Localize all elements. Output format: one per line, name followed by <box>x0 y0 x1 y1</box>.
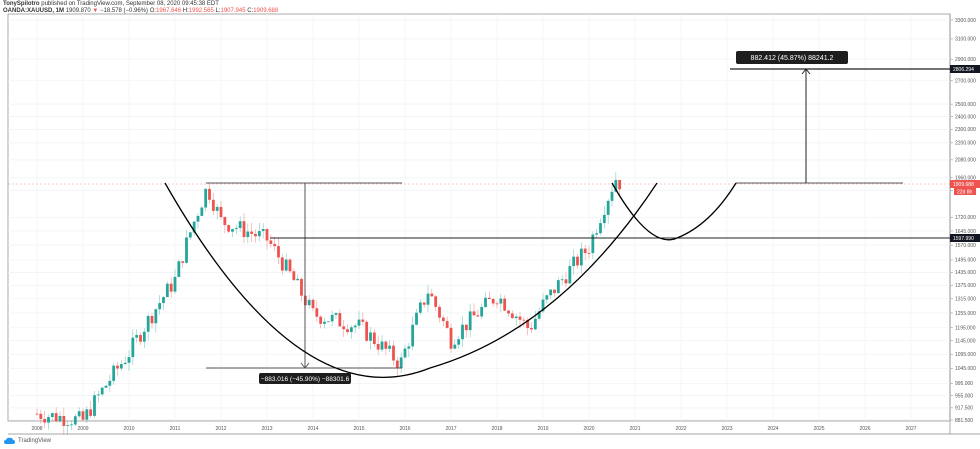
time-tick-label: 2017 <box>445 426 456 432</box>
cup-arc <box>164 182 658 378</box>
price-tick-label: 1195.000 <box>955 326 976 332</box>
price-tick-label: 881.500 <box>955 418 973 424</box>
high-label: H: <box>182 8 189 14</box>
down-arrow-icon: ▼ <box>92 8 99 14</box>
time-tick-label: 2010 <box>123 426 134 432</box>
low-label: L: <box>215 8 221 14</box>
price-tick-label: 1145.000 <box>955 339 976 345</box>
price-tick-label: 2080.000 <box>955 158 976 164</box>
arrow-down-icon <box>300 362 310 369</box>
symbol-label: OANDA:XAUUSD, 1M <box>3 8 65 14</box>
price-tick-label: 3300.000 <box>955 18 976 24</box>
open-label: O: <box>149 8 157 14</box>
price-tick-label: 2700.000 <box>955 79 976 85</box>
lower-measure-label: −883.016 (−45.90%) −88301.6 <box>261 376 350 383</box>
close-value: 1909.688 <box>253 8 279 14</box>
price-tick-label: 1960.000 <box>955 176 976 182</box>
svg-text:1597.990: 1597.990 <box>953 236 974 242</box>
svg-text:22d 8h: 22d 8h <box>957 190 973 196</box>
price-tick-label: 2400.000 <box>955 114 976 120</box>
tradingview-brand[interactable]: TradingView <box>4 437 51 444</box>
price-tick-label: 1255.000 <box>955 311 976 317</box>
price-tick-label: 1435.000 <box>955 270 976 276</box>
price-tick-label: 1315.000 <box>955 297 976 303</box>
price-tick-label: 2200.000 <box>955 141 976 147</box>
price-tick-label: 1495.000 <box>955 258 976 264</box>
price-tick-label: 955.000 <box>955 394 973 400</box>
time-tick-label: 2025 <box>813 426 824 432</box>
current-price-tag <box>950 180 980 188</box>
time-tick-label: 2011 <box>170 426 181 432</box>
price-tick-label: 2900.000 <box>955 57 976 63</box>
price-tick-label: 1645.000 <box>955 229 976 235</box>
price-change: −18.578 (−0.96%) <box>100 8 149 14</box>
publish-text: published on TradingView.com, September … <box>41 1 219 7</box>
price-tick-label: 3100.000 <box>955 37 976 43</box>
time-tick-label: 2008 <box>31 426 42 432</box>
close-label: C: <box>247 8 254 14</box>
low-value: 1907.945 <box>220 8 246 14</box>
time-tick-label: 2022 <box>675 426 686 432</box>
time-tick-label: 2020 <box>583 426 594 432</box>
upper-measure-box <box>736 51 848 64</box>
cloud-logo-icon <box>4 437 15 444</box>
author-name[interactable]: TonySpilotro <box>3 1 40 7</box>
price-tick-label: 2500.000 <box>955 102 976 108</box>
time-tick-label: 2016 <box>399 426 410 432</box>
candlestick-series <box>35 172 622 435</box>
ohlc-legend: OANDA:XAUUSD, 1M 1909.870 ▼ −18.578 (−0.… <box>3 8 278 14</box>
price-tick-label: 1375.000 <box>955 283 976 289</box>
handle-arc <box>611 182 737 241</box>
countdown-tag <box>954 188 976 195</box>
svg-text:2806.294: 2806.294 <box>953 67 974 73</box>
publish-info: TonySpilotro published on TradingView.co… <box>3 1 219 7</box>
time-tick-label: 2018 <box>491 426 502 432</box>
price-tick-label: 1095.000 <box>955 352 976 358</box>
time-tick-label: 2027 <box>905 426 916 432</box>
price-tick-label: 917.500 <box>955 406 973 412</box>
price-tick-label: 1570.000 <box>955 243 976 249</box>
price-tick-label: 2300.000 <box>955 127 976 133</box>
time-tick-label: 2026 <box>859 426 870 432</box>
time-tick-label: 2014 <box>307 426 318 432</box>
lower-measure-box <box>259 373 351 384</box>
price-tick-label: 995.000 <box>955 381 973 387</box>
time-axis[interactable]: 2008 2009 2010 2011 2012 2013 2014 2015 2016 2017… <box>31 426 916 432</box>
price-axis[interactable]: 3300.000 3100.000 2900.000 2700.000 2500.000… <box>950 18 976 424</box>
drawings[interactable] <box>164 68 950 378</box>
time-tick-label: 2015 <box>353 426 364 432</box>
target-price-tag <box>950 65 980 73</box>
time-tick-label: 2012 <box>215 426 226 432</box>
time-tick-label: 2019 <box>537 426 548 432</box>
high-value: 1992.565 <box>188 8 214 14</box>
upper-measure-label: 882.412 (45.87%) 88241.2 <box>751 55 834 62</box>
price-tick-label: 1720.000 <box>955 215 976 221</box>
time-tick-label: 2009 <box>77 426 88 432</box>
time-tick-label: 2023 <box>721 426 732 432</box>
arrow-up-icon <box>801 68 811 75</box>
svg-text:1909.688: 1909.688 <box>953 182 974 188</box>
brand-name: TradingView <box>18 437 52 444</box>
price-tick-label: 1045.000 <box>955 366 976 372</box>
support-price-tag <box>950 234 980 242</box>
last-price: 1909.870 <box>65 8 91 14</box>
open-value: 1967.646 <box>156 8 182 14</box>
time-tick-label: 2024 <box>767 426 778 432</box>
time-tick-label: 2021 <box>629 426 640 432</box>
time-tick-label: 2013 <box>261 426 272 432</box>
